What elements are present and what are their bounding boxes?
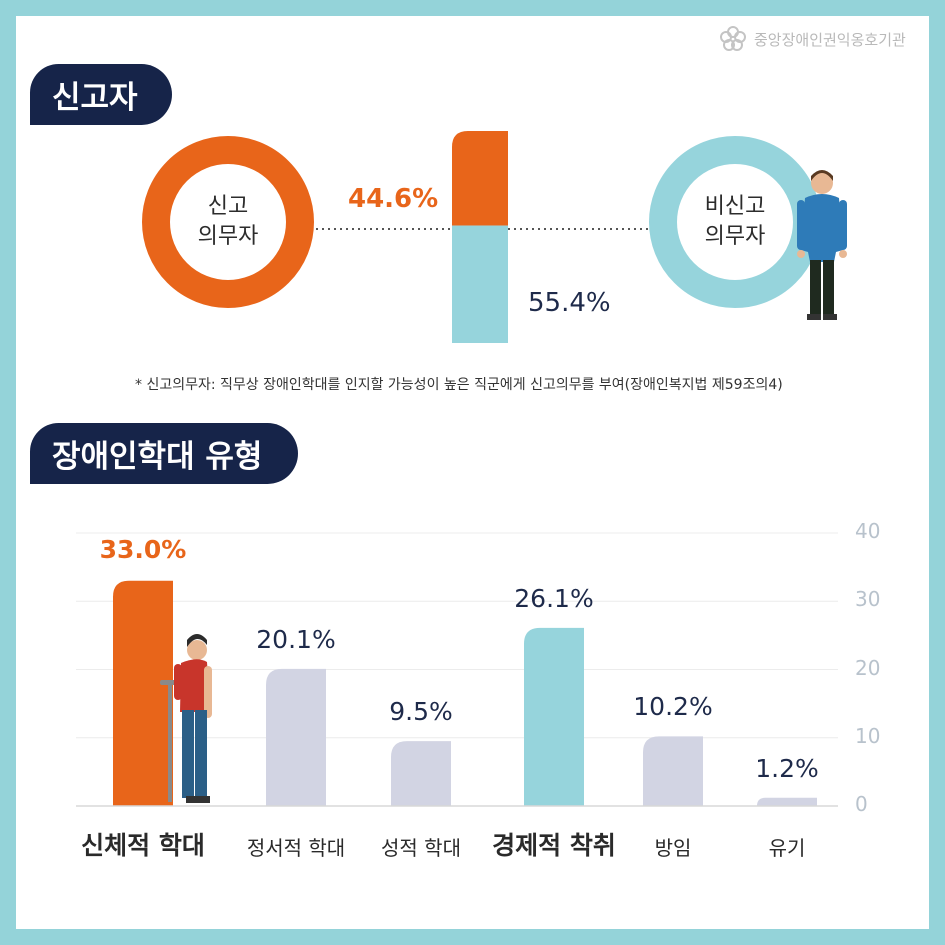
bar-value-label: 9.5% [389, 697, 453, 727]
category-label: 신체적 학대 [81, 831, 205, 860]
person-with-crutch-icon [160, 634, 212, 803]
organization-logo: 중앙장애인권익옹호기관 [718, 22, 906, 56]
bar-5 [757, 797, 817, 806]
bar-value-label: 10.2% [633, 692, 713, 722]
footnote: * 신고의무자: 직무상 장애인학대를 인지할 가능성이 높은 직군에게 신고의… [135, 377, 783, 393]
y-tick-label: 0 [855, 792, 868, 816]
bar-3 [524, 627, 584, 806]
bar-value-label: 33.0% [99, 534, 187, 564]
category-label: 유기 [768, 836, 806, 860]
section-title-reporter: 신고자 [30, 64, 172, 125]
y-tick-label: 20 [855, 655, 881, 680]
stack-segment-reporter [452, 131, 508, 226]
y-tick-label: 30 [855, 587, 881, 612]
bar-1 [266, 668, 326, 806]
reporter-ring [142, 136, 314, 308]
y-tick-label: 10 [855, 723, 881, 748]
bar-0 [113, 580, 173, 806]
nonreporter-label: 비신고 의무자 [704, 194, 766, 249]
reporter-percent: 44.6% [348, 184, 439, 214]
category-label: 성적 학대 [381, 836, 461, 860]
flower-emblem-icon [720, 26, 746, 51]
bar-value-label: 26.1% [514, 583, 594, 613]
category-label: 경제적 착취 [492, 831, 616, 860]
nonreporter-percent: 55.4% [528, 288, 611, 318]
section-title-abuse-types: 장애인학대 유형 [30, 423, 298, 484]
y-tick-label: 40 [855, 519, 881, 543]
category-label: 방임 [654, 836, 692, 860]
bar-value-label: 20.1% [256, 624, 336, 654]
bar-2 [391, 741, 451, 806]
bar-value-label: 1.2% [755, 753, 819, 783]
stacked-bar [452, 131, 508, 343]
category-label: 정서적 학대 [246, 836, 346, 860]
man-figure-icon [797, 170, 847, 320]
stack-segment-nonreporter [452, 225, 508, 343]
bar-4 [643, 736, 703, 806]
organization-name: 중앙장애인권익옹호기관 [754, 30, 906, 49]
reporter-label: 신고 의무자 [197, 194, 259, 249]
